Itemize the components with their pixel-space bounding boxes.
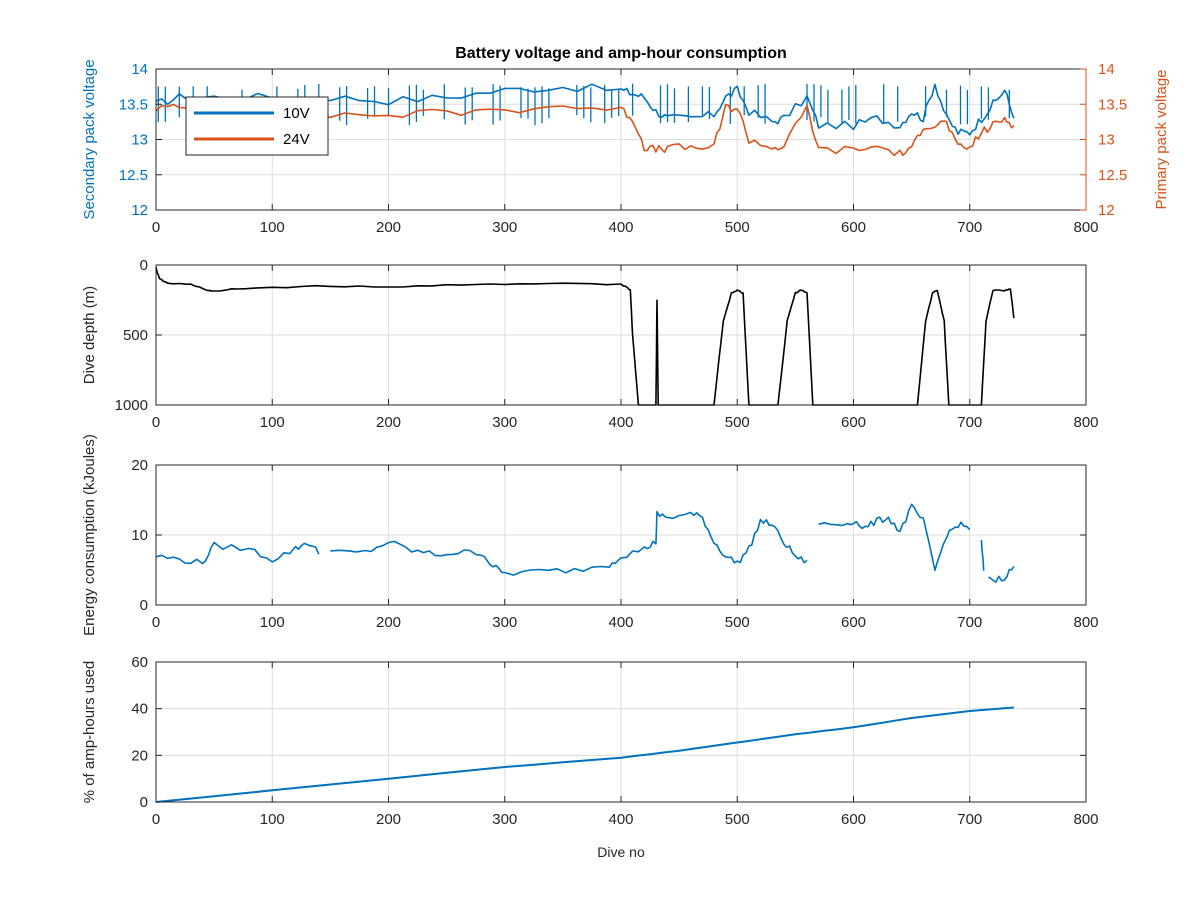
y-tick-label: 13.5 xyxy=(119,96,148,113)
y-tick-label: 1000 xyxy=(115,397,148,414)
y-tick-label-right: 12 xyxy=(1098,202,1115,219)
y-tick-label-right: 13 xyxy=(1098,132,1115,149)
panel-3: 0 100 200 300 400 500 600 700 800 0 10 20 Energy con… xyxy=(81,434,1099,636)
x-tick-label: 200 xyxy=(376,219,401,236)
series-line-series-1 xyxy=(155,267,1015,406)
x-tick-label: 400 xyxy=(608,811,633,828)
x-tick-label: 400 xyxy=(608,414,633,431)
y-tick-label: 0 xyxy=(140,597,148,614)
x-tick-label: 800 xyxy=(1073,414,1098,431)
y-tick-label: 0 xyxy=(140,794,148,811)
x-tick-label: 800 xyxy=(1073,811,1098,828)
panels: 0 100 200 300 400 500 600 700 8001212.51313.514S… xyxy=(81,59,1170,828)
panel-2: 0 100 200 300 400 500 600 700 800 0 500 1000 Dive de… xyxy=(81,257,1099,431)
y-tick-label: 14 xyxy=(131,61,148,78)
x-tick-label: 600 xyxy=(841,219,866,236)
x-tick-label: 600 xyxy=(841,614,866,631)
x-tick-label: 300 xyxy=(492,219,517,236)
series-line-series-1 xyxy=(155,706,1014,803)
legend-label-10V: 10V xyxy=(283,105,310,122)
x-tick-label: 100 xyxy=(260,811,285,828)
x-tick-label: 700 xyxy=(957,414,982,431)
x-tick-label: 200 xyxy=(376,614,401,631)
y-tick-label-right: 12.5 xyxy=(1098,167,1127,184)
x-tick-label: 0 xyxy=(152,811,160,828)
legend-box xyxy=(185,96,329,156)
series-line-series-1 xyxy=(155,503,1015,583)
x-tick-label: 400 xyxy=(608,219,633,236)
x-tick-label: 700 xyxy=(957,614,982,631)
x-tick-label: 200 xyxy=(376,811,401,828)
y-tick-label-right: 13.5 xyxy=(1098,96,1127,113)
legend: 10V 24V xyxy=(185,96,329,156)
series-line-10V xyxy=(155,83,1015,136)
y-tick-label: 10 xyxy=(131,527,148,544)
y-tick-label: 0 xyxy=(140,257,148,274)
x-tick-label: 200 xyxy=(376,414,401,431)
x-tick-label: 600 xyxy=(841,811,866,828)
y-tick-label-right: 14 xyxy=(1098,61,1115,78)
y-axis-label: Dive depth (m) xyxy=(81,286,98,384)
x-tick-label: 0 xyxy=(152,219,160,236)
x-tick-label: 100 xyxy=(260,219,285,236)
series-line-24V xyxy=(155,103,1015,157)
y-tick-label: 13 xyxy=(131,132,148,149)
x-tick-label: 400 xyxy=(608,614,633,631)
x-tick-label: 600 xyxy=(841,414,866,431)
y-axis-label: Energy consumption (kJoules) xyxy=(81,434,98,636)
x-tick-label: 700 xyxy=(957,811,982,828)
y-tick-label: 40 xyxy=(131,701,148,718)
y-tick-label: 60 xyxy=(131,654,148,671)
legend-label-24V: 24V xyxy=(283,131,310,148)
x-tick-label: 100 xyxy=(260,414,285,431)
x-tick-label: 0 xyxy=(152,614,160,631)
x-tick-label: 300 xyxy=(492,811,517,828)
x-tick-label: 300 xyxy=(492,614,517,631)
x-tick-label: 500 xyxy=(725,614,750,631)
x-tick-label: 500 xyxy=(725,414,750,431)
y-tick-label: 12.5 xyxy=(119,167,148,184)
figure-title: Battery voltage and amp-hour consumption xyxy=(455,45,787,62)
x-tick-label: 500 xyxy=(725,811,750,828)
x-axis-label: Dive no xyxy=(597,844,645,860)
y-tick-label: 12 xyxy=(131,202,148,219)
y-axis-label: Secondary pack voltage xyxy=(81,59,98,219)
x-tick-label: 800 xyxy=(1073,219,1098,236)
y-axis-label-right: Primary pack voltage xyxy=(1153,69,1170,209)
x-tick-label: 800 xyxy=(1073,614,1098,631)
x-tick-label: 100 xyxy=(260,614,285,631)
y-axis-label: % of amp-hours used xyxy=(81,661,98,804)
x-tick-label: 700 xyxy=(957,219,982,236)
x-tick-label: 0 xyxy=(152,414,160,431)
x-tick-label: 500 xyxy=(725,219,750,236)
y-tick-label: 500 xyxy=(123,327,148,344)
panel-4: 0 100 200 300 400 500 600 700 800 0 20 40 60 % of amp… xyxy=(81,654,1099,828)
x-tick-label: 300 xyxy=(492,414,517,431)
y-tick-label: 20 xyxy=(131,747,148,764)
panel-1: 0 100 200 300 400 500 600 700 8001212.51313.514S… xyxy=(81,59,1170,236)
y-tick-label: 20 xyxy=(131,457,148,474)
